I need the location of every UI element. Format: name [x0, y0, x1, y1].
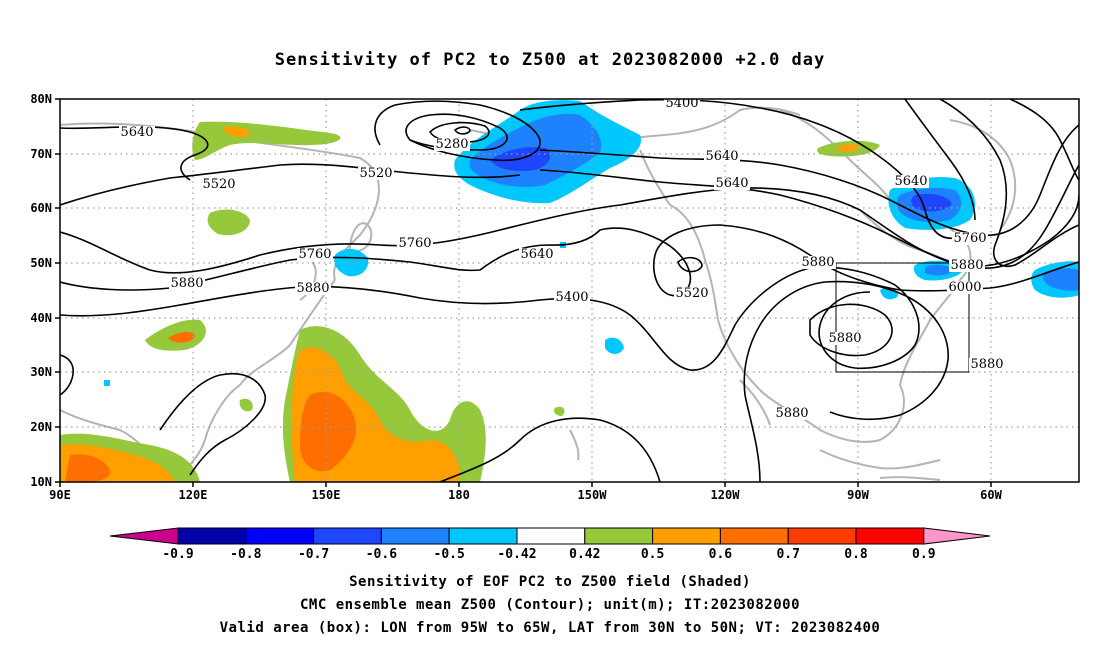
- colorbar-label: 0.42: [569, 547, 600, 562]
- colorbar-label: -0.5: [434, 547, 465, 562]
- contour-label: 5880: [970, 357, 1003, 372]
- colorbar: [109, 527, 991, 545]
- colorbar-segment: [380, 527, 450, 545]
- contour-label: 5400: [555, 290, 588, 305]
- lon-label: 60W: [980, 488, 1002, 502]
- colorbar-label: -0.8: [230, 547, 261, 562]
- colorbar-label: -0.7: [298, 547, 329, 562]
- contour-label: 5760: [298, 247, 331, 262]
- contour-label: 5880: [950, 258, 983, 273]
- contour-label: 5400: [665, 96, 698, 111]
- colorbar-segment: [177, 527, 247, 545]
- lat-label: 20N: [30, 420, 52, 434]
- lat-label: 70N: [30, 147, 52, 161]
- colorbar-label: 0.8: [844, 547, 868, 562]
- contour-label: 5880: [801, 255, 834, 270]
- lon-label: 90E: [49, 488, 71, 502]
- contour-label: 5880: [828, 331, 861, 346]
- colorbar-segment: [923, 527, 991, 545]
- colorbar-label: 0.5: [641, 547, 664, 562]
- lat-label: 40N: [30, 311, 52, 325]
- contour-label: 5880: [775, 406, 808, 421]
- colorbar-segment: [516, 527, 586, 545]
- contour-label: 5640: [520, 247, 553, 262]
- longitude-labels: 90E 120E 150E 180 150W 120W 90W 60W: [49, 488, 1002, 502]
- contour-label: 5520: [359, 166, 392, 181]
- contour-label: 5640: [894, 174, 927, 189]
- figure-title: Sensitivity of PC2 to Z500 at 2023082000…: [274, 50, 826, 70]
- lon-label: 150W: [578, 488, 608, 502]
- lat-label: 10N: [30, 475, 52, 489]
- lat-label: 60N: [30, 201, 52, 215]
- colorbar-segment: [652, 527, 721, 545]
- contour-label: 5640: [120, 125, 153, 140]
- contour-label: 5520: [675, 286, 708, 301]
- lon-label: 180: [448, 488, 470, 502]
- colorbar-segment: [855, 527, 925, 545]
- contour-label: 5640: [705, 149, 738, 164]
- colorbar-label: 0.6: [709, 547, 733, 562]
- lat-label: 50N: [30, 256, 52, 270]
- contour-label: 5520: [202, 177, 235, 192]
- caption-line-3: Valid area (box): LON from 95W to 65W, L…: [219, 620, 881, 636]
- lon-label: 150E: [312, 488, 341, 502]
- contour-label: 5760: [953, 231, 986, 246]
- lon-label: 120E: [179, 488, 208, 502]
- caption-line-2: CMC ensemble mean Z500 (Contour); unit(m…: [299, 597, 800, 613]
- colorbar-segment: [109, 527, 179, 545]
- contour-label: 5280: [435, 137, 468, 152]
- colorbar-segment: [787, 527, 857, 545]
- axis-ticks: [55, 98, 992, 487]
- positive-shading: [60, 121, 880, 482]
- lat-label: 30N: [30, 365, 52, 379]
- lon-label: 90W: [847, 488, 869, 502]
- colorbar-segment: [719, 527, 789, 545]
- contour-label: 5640: [715, 176, 748, 191]
- contour-label: 5760: [398, 236, 431, 251]
- colorbar-label: -0.6: [366, 547, 397, 562]
- colorbar-segment: [448, 527, 518, 545]
- lat-label: 80N: [30, 92, 52, 106]
- contour-label: 5880: [296, 281, 329, 296]
- contour-labels: 5640 5520 5280 5400 5520 5640 5760 5640 5880 5760…: [119, 96, 1005, 421]
- colorbar-segment: [584, 527, 654, 545]
- map-frame: [59, 98, 1080, 483]
- colorbar-label: 0.7: [776, 547, 799, 562]
- colorbar-segment: [313, 527, 382, 545]
- contour-label: 5880: [170, 276, 203, 291]
- contour-label: 6000: [948, 280, 981, 295]
- z500-contours: [60, 99, 1079, 482]
- latitude-labels: 80N 70N 60N 50N 40N 30N 20N 10N: [30, 92, 52, 489]
- colorbar-label: -0.42: [497, 547, 536, 562]
- colorbar-labels: -0.9 -0.8 -0.7 -0.6 -0.5 -0.42 0.42 0.5 0.6 0.7 0.…: [162, 547, 935, 562]
- lon-label: 120W: [711, 488, 741, 502]
- colorbar-label: -0.9: [162, 547, 193, 562]
- colorbar-segment: [245, 527, 315, 545]
- valid-area-box: [835, 262, 970, 373]
- caption-line-1: Sensitivity of EOF PC2 to Z500 field (Sh…: [349, 574, 751, 590]
- colorbar-label: 0.9: [912, 547, 935, 562]
